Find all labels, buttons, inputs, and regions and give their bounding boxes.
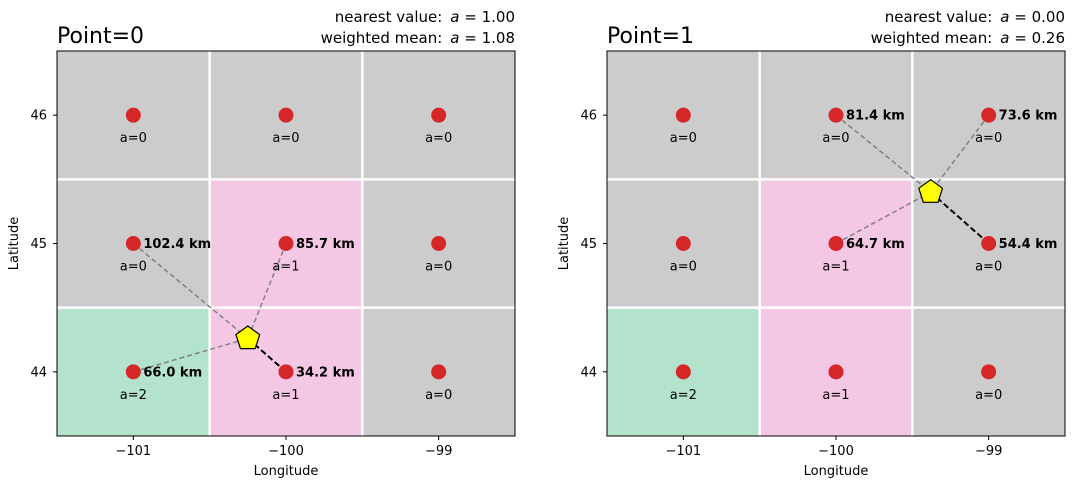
grid-point	[981, 364, 997, 380]
neighbor-link	[835, 191, 932, 245]
y-tick-label: 45	[580, 237, 597, 252]
stat-label: nearest value:	[335, 8, 442, 26]
stat-value: 0.26	[1032, 29, 1065, 47]
neighbor-link	[132, 242, 249, 340]
x-tick-label: −100	[268, 444, 304, 459]
distance-label: 73.6 km	[999, 109, 1058, 124]
nearest-link	[929, 191, 990, 245]
panel-0: a=0 a=0 a=0 a=0 a=1 a=0 a=2 a=1 a=0 102.4 km 85.7 …	[7, 8, 516, 479]
stat-line: weighted mean: a = 1.08	[321, 29, 515, 47]
y-tick-label: 45	[30, 237, 47, 252]
grid-point	[828, 107, 844, 123]
stat-line: nearest value: a = 1.00	[335, 8, 515, 26]
grid-point-label: a=0	[975, 260, 1002, 275]
y-tick-label: 44	[30, 365, 47, 380]
grid-point	[431, 236, 447, 251]
grid-point	[981, 107, 997, 123]
neighbor-link	[930, 114, 990, 193]
stat-variable: a	[1000, 29, 1009, 47]
stat-value: 0.00	[1032, 8, 1065, 26]
grid-point-label: a=0	[670, 260, 697, 275]
distance-label: 102.4 km	[143, 237, 211, 252]
grid-point-label: a=1	[822, 388, 849, 403]
grid-point-label: a=0	[120, 131, 147, 146]
grid-point	[125, 236, 141, 251]
stat-label: weighted mean:	[871, 29, 993, 47]
stat-variable: a	[1000, 8, 1009, 26]
panel-title: Point=0	[57, 24, 144, 49]
y-tick-label: 46	[580, 109, 597, 124]
stat-equals: =	[1009, 8, 1031, 26]
grid-point	[125, 107, 141, 123]
x-tick-label: −99	[425, 444, 452, 459]
neighbor-link	[133, 337, 249, 373]
stat-line: weighted mean: a = 0.26	[871, 29, 1065, 47]
grid-point-label: a=2	[670, 388, 697, 403]
x-tick-label: −99	[975, 444, 1002, 459]
grid-point-label: a=2	[120, 388, 147, 403]
distance-label: 81.4 km	[846, 109, 905, 124]
stat-equals: =	[1009, 29, 1031, 47]
stat-label: nearest value:	[885, 8, 992, 26]
panel-1: a=0 a=0 a=0 a=0 a=1 a=0 a=2 a=1 a=0 81.4 km 73.6 k…	[557, 8, 1066, 479]
y-tick-label: 44	[580, 365, 597, 380]
x-axis-label: Longitude	[254, 464, 319, 479]
grid-point-label: a=0	[975, 131, 1002, 146]
grid-point-label: a=1	[272, 388, 299, 403]
query-point-marker	[918, 178, 944, 203]
grid-point	[675, 236, 691, 251]
distance-label: 64.7 km	[846, 237, 905, 252]
distance-label: 66.0 km	[143, 365, 202, 380]
x-tick-label: −100	[818, 444, 854, 459]
grid-point	[675, 364, 691, 380]
grid-point	[431, 364, 447, 380]
y-axis-label: Latitude	[557, 217, 572, 271]
stat-variable: a	[450, 29, 459, 47]
grid-point	[675, 107, 691, 123]
stat-value: 1.00	[482, 8, 515, 26]
grid-point	[828, 364, 844, 380]
x-tick-label: −101	[665, 444, 701, 459]
grid-point-label: a=0	[272, 131, 299, 146]
grid-point-label: a=0	[975, 388, 1002, 403]
grid-point	[278, 107, 294, 123]
stat-label: weighted mean:	[321, 29, 443, 47]
distance-label: 54.4 km	[999, 237, 1058, 252]
grid-point-label: a=0	[425, 131, 452, 146]
grid-point	[125, 364, 141, 380]
grid-point-label: a=0	[120, 260, 147, 275]
grid-point-label: a=0	[822, 131, 849, 146]
stat-equals: =	[459, 29, 481, 47]
distance-label: 85.7 km	[296, 237, 355, 252]
stat-equals: =	[459, 8, 481, 26]
grid-point-label: a=1	[822, 260, 849, 275]
grid-point-label: a=0	[425, 260, 452, 275]
stat-line: nearest value: a = 0.00	[885, 8, 1065, 26]
x-tick-label: −101	[115, 444, 151, 459]
neighbor-link	[835, 114, 932, 193]
x-axis-label: Longitude	[804, 464, 869, 479]
grid-point	[828, 236, 844, 251]
grid-point	[431, 107, 447, 123]
grid-point	[981, 236, 997, 251]
stat-variable: a	[450, 8, 459, 26]
neighbor-link	[247, 243, 287, 339]
stat-value: 1.08	[482, 29, 515, 47]
grid-point-label: a=0	[670, 131, 697, 146]
query-point-marker	[235, 325, 261, 350]
y-axis-label: Latitude	[7, 217, 22, 271]
panel-title: Point=1	[607, 24, 694, 49]
grid-point-label: a=1	[272, 260, 299, 275]
grid-point	[278, 236, 294, 251]
y-tick-label: 46	[30, 109, 47, 124]
grid-point	[278, 364, 294, 380]
distance-label: 34.2 km	[296, 365, 355, 380]
grid-point-label: a=0	[425, 388, 452, 403]
